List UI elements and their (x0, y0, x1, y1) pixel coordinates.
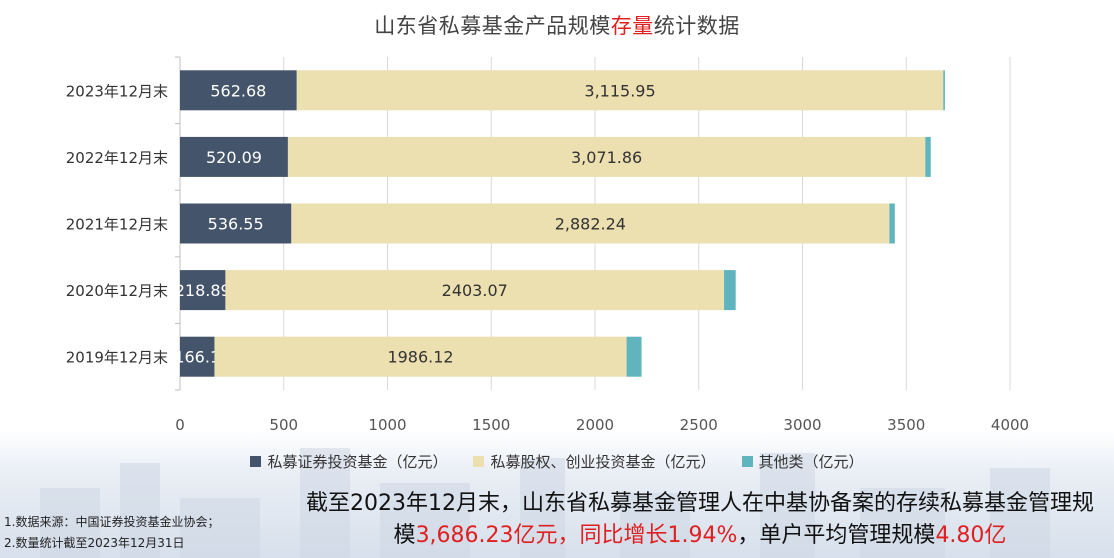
summary-text: 截至2023年12月末，山东省私募基金管理人在中基协备案的存续私募基金管理规模3… (300, 488, 1100, 552)
footnote-source: 1.数据来源：中国证券投资基金业协会； (4, 515, 220, 529)
chart-title-highlight: 存量 (610, 14, 654, 38)
bar-equity (214, 336, 627, 377)
data-label-securities: 536.55 (208, 215, 264, 234)
x-tick-label: 2000 (576, 416, 614, 434)
y-category-label: 2022年12月末 (66, 149, 168, 167)
bar-equity (287, 136, 926, 177)
legend-swatch-securities (250, 456, 262, 467)
data-label-equity: 2403.07 (442, 281, 508, 300)
data-label-securities: 520.09 (206, 148, 262, 167)
data-label-equity: 3,115.95 (584, 81, 655, 100)
x-tick-label: 4000 (991, 416, 1029, 434)
bar-equity (296, 70, 944, 111)
legend-label-securities: 私募证券投资基金（亿元） (267, 453, 448, 471)
data-label-securities: 562.68 (210, 81, 266, 100)
bar-securities (180, 336, 215, 377)
legend-item-securities: 私募证券投资基金（亿元） (250, 451, 447, 472)
legend-label-equity: 私募股权、创业投资基金（亿元） (490, 453, 716, 471)
bar-other (626, 336, 642, 377)
y-category-label: 2021年12月末 (66, 216, 168, 234)
bar-securities (180, 203, 292, 244)
x-tick-label: 2500 (680, 416, 718, 434)
bar-other (925, 136, 931, 177)
legend-item-other: 其他类（亿元） (741, 451, 864, 472)
bar-equity (225, 270, 725, 311)
data-label-securities: 166.1 (174, 348, 220, 367)
x-tick-label: 3000 (783, 416, 821, 434)
legend-swatch-other (741, 456, 753, 467)
summary-part1: 截至2023年12月末，山东省私募基金管理人在中基协备案的存续私募基金管理规模 (306, 491, 1094, 548)
y-category-label: 2020年12月末 (66, 282, 168, 300)
x-tick-label: 0 (175, 416, 185, 434)
legend-item-equity: 私募股权、创业投资基金（亿元） (473, 451, 716, 472)
x-tick-label: 1500 (472, 416, 510, 434)
bar-other (724, 270, 736, 311)
summary-part2: ，单户平均管理规模 (737, 523, 936, 548)
x-tick-label: 3500 (887, 416, 925, 434)
data-label-equity: 1986.12 (387, 348, 453, 367)
bar-securities (180, 136, 288, 177)
bar-securities (180, 70, 297, 111)
chart-title-part1: 山东省私募基金产品规模 (374, 14, 611, 38)
bar-other (943, 70, 945, 111)
data-label-securities: 218.89 (175, 281, 231, 300)
legend-label-other: 其他类（亿元） (758, 453, 864, 471)
summary-amount: 3,686.23亿元，同比增长1.94% (415, 523, 738, 548)
bar-securities (180, 270, 226, 311)
chart-title: 山东省私募基金产品规模存量统计数据 (0, 10, 1114, 40)
y-category-label: 2023年12月末 (66, 82, 168, 100)
y-category-label: 2019年12月末 (66, 349, 168, 367)
stacked-bar-chart: 0 500 1000 1500 2000 2500 3000 3500 4000 2023年12月… (66, 56, 1029, 434)
footnotes: 1.数据来源：中国证券投资基金业协会； 2.数量统计截至2023年12月31日 (4, 512, 219, 554)
chart-title-part2: 统计数据 (653, 14, 740, 38)
summary-avg: 4.80亿 (935, 523, 1007, 548)
chart-legend: 私募证券投资基金（亿元） 私募股权、创业投资基金（亿元） 其他类（亿元） (0, 451, 1114, 472)
bar-other (889, 203, 895, 244)
background-cityscape (0, 430, 1114, 558)
data-label-equity: 3,071.86 (571, 148, 642, 167)
x-tick-label: 500 (269, 416, 298, 434)
x-tick-label: 1000 (368, 416, 406, 434)
footnote-date: 2.数量统计截至2023年12月31日 (4, 536, 185, 550)
data-label-equity: 2,882.24 (555, 215, 626, 234)
legend-swatch-equity (473, 456, 485, 467)
bar-equity (291, 203, 890, 244)
